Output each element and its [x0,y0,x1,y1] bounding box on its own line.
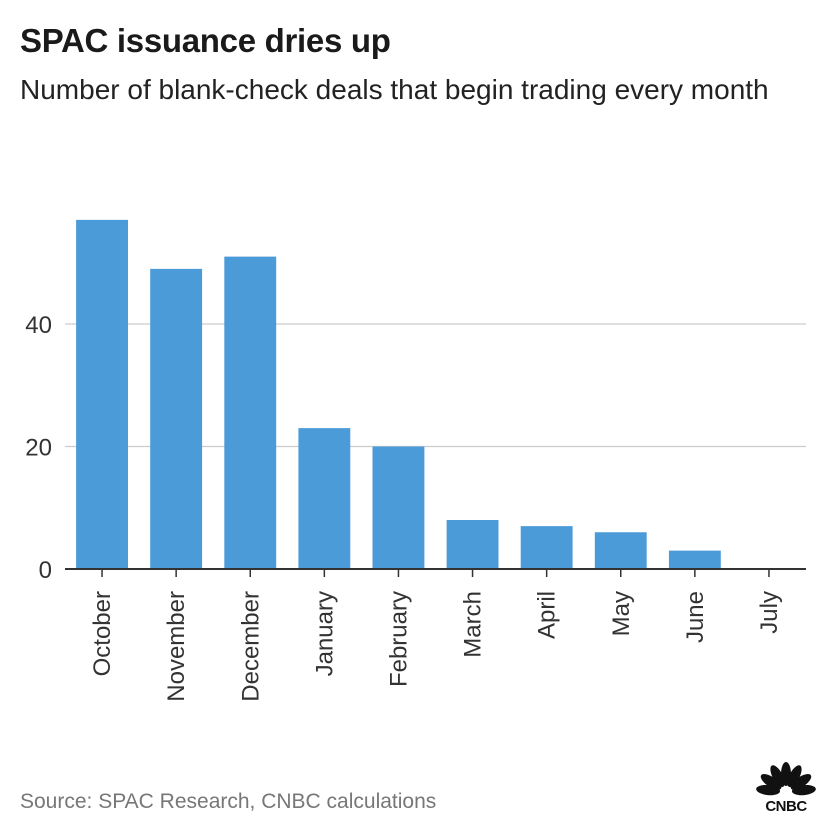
bar-april [520,526,573,569]
chart-subtitle: Number of blank-check deals that begin t… [20,74,769,105]
x-tick-label: June [682,591,709,643]
x-tick-label: October [89,591,116,676]
y-tick-label: 20 [25,435,52,462]
x-tick-label: December [237,591,264,702]
y-tick-label: 0 [39,557,52,584]
bar-november [150,268,203,569]
bar-may [594,532,647,569]
cnbc-logo: CNBC [748,762,824,815]
logo-wordmark: CNBC [765,798,807,815]
bar-october [76,219,128,569]
x-tick-label: January [311,591,338,676]
bar-december [224,256,277,569]
axes: 0 20 40 October November December January Febru… [25,312,806,702]
x-tick-label: April [534,591,561,639]
peacock-icon [756,762,816,796]
x-tick-label: November [163,591,190,702]
bars [76,219,721,569]
y-tick-label: 40 [25,312,52,339]
chart-title: SPAC issuance dries up [20,22,391,59]
bar-chart: 0 20 40 October November December January Febru… [25,219,806,702]
x-tick-label: July [756,591,783,634]
bar-march [446,520,499,569]
bar-january [298,428,351,569]
bar-june [668,550,721,569]
x-tick-label: March [460,591,487,658]
x-tick-label: May [608,591,635,636]
x-tick-label: February [385,591,412,687]
source-note: Source: SPAC Research, CNBC calculations [20,790,437,813]
bar-february [372,446,425,569]
